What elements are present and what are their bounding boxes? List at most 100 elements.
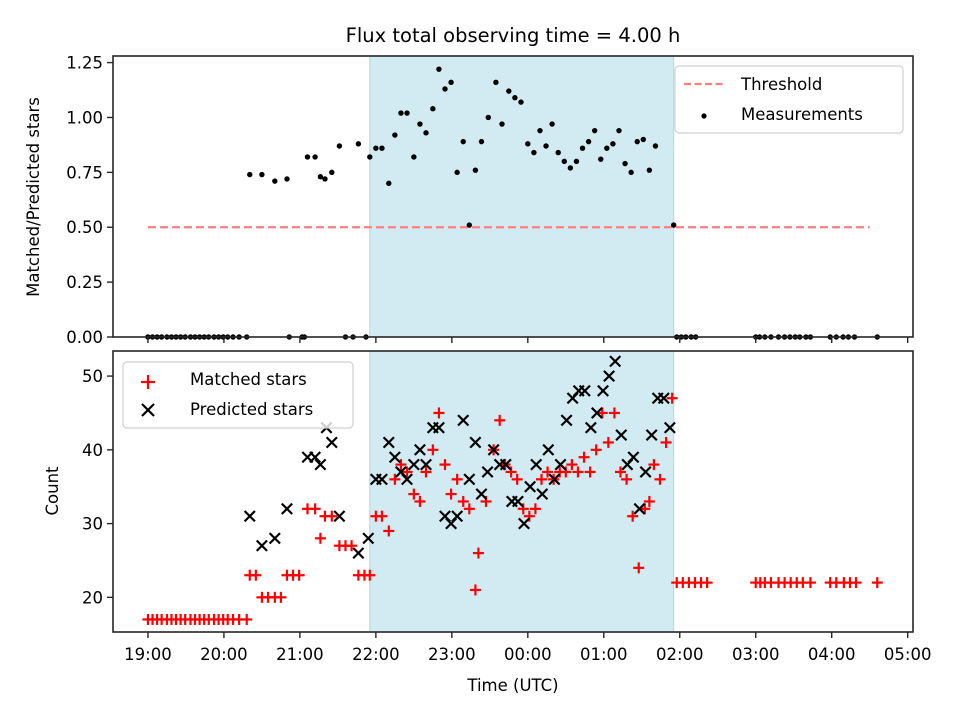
measurement-point	[404, 110, 410, 116]
matched-stars-point	[494, 414, 506, 426]
predicted-stars-point	[560, 414, 573, 427]
measurement-point	[652, 143, 659, 149]
predicted-stars-point	[554, 458, 567, 471]
matched-stars-point	[584, 466, 596, 478]
x-tick-label: 00:00	[504, 645, 552, 664]
predicted-stars-point	[243, 510, 256, 523]
matched-stars-point	[621, 473, 633, 485]
predicted-stars-point	[578, 384, 591, 397]
measurement-point	[423, 130, 429, 136]
measurement-point	[579, 145, 586, 151]
measurement-point	[466, 222, 473, 228]
measurement-point	[398, 110, 404, 116]
matched-stars-point	[701, 577, 713, 589]
bottom-axes: 20 30 40 50 19:00 20:00 21:00 22:00 23:00 00:00 0…	[43, 350, 932, 695]
measurement-point	[442, 86, 448, 92]
matched-stars-point	[804, 577, 816, 589]
y-tick-label: 0.00	[66, 328, 103, 347]
measurement-point	[531, 149, 537, 156]
matched-stars-point	[596, 407, 608, 419]
matched-stars-point	[505, 466, 517, 478]
matched-stars-point	[542, 466, 554, 478]
predicted-stars-point	[463, 473, 476, 486]
predicted-stars-point	[597, 384, 610, 397]
measurement-point	[454, 169, 460, 176]
measurement-point	[640, 136, 646, 143]
matched-stars-point	[602, 436, 614, 448]
x-tick-label: 05:00	[884, 645, 932, 664]
predicted-stars-point	[413, 443, 426, 456]
matched-stars-point	[433, 407, 445, 419]
matched-stars-point	[314, 532, 326, 544]
measurement-point	[598, 156, 604, 162]
measurement-point	[610, 141, 616, 147]
measurement-point	[512, 95, 518, 101]
matched-stars-point	[572, 466, 584, 478]
matched-stars-point	[643, 495, 655, 507]
measurement-point	[622, 160, 628, 167]
matched-stars-point	[439, 459, 451, 471]
predicted-stars-point	[657, 392, 670, 405]
predicted-stars-point	[325, 436, 338, 449]
measurement-point	[543, 143, 549, 149]
predicted-stars-point	[469, 436, 482, 449]
x-axis-label: Time (UTC)	[466, 676, 558, 695]
measurement-point	[518, 99, 524, 105]
measurement-point	[634, 138, 640, 145]
x-tick-label: 02:00	[656, 645, 704, 664]
predicted-stars-point	[530, 458, 543, 471]
measurement-point	[591, 127, 598, 134]
predicted-stars-point	[314, 458, 327, 471]
matched-stars-point	[627, 510, 639, 522]
measurement-point	[259, 171, 265, 178]
measurement-point	[355, 141, 362, 147]
matched-stars-point	[566, 459, 578, 471]
top-x-ticks	[147, 337, 909, 343]
matched-stars-point	[408, 488, 420, 500]
predicted-stars-point	[481, 465, 494, 478]
bottom-legend: Matched stars Predicted stars	[122, 361, 354, 429]
measurement-point	[472, 167, 479, 173]
matched-stars-point	[463, 503, 475, 515]
measurement-point	[537, 127, 543, 134]
observing-window-shade-bottom	[369, 350, 675, 633]
predicted-stars-point	[603, 370, 616, 383]
predicted-stars-point	[663, 421, 676, 434]
y-tick-label: 40	[82, 441, 103, 460]
matched-stars-point	[326, 510, 338, 522]
measurement-point	[549, 121, 555, 127]
measurement-point	[379, 145, 385, 151]
predicted-stars-point	[457, 414, 470, 427]
predicted-stars-point	[615, 429, 628, 442]
matched-stars-point	[469, 584, 481, 596]
measurement-point	[386, 180, 392, 187]
matched-stars-point	[309, 503, 321, 515]
predicted-stars-point	[627, 451, 640, 464]
matched-stars-point	[293, 569, 305, 581]
predicted-stars-point	[388, 451, 401, 464]
matched-stars-point	[660, 436, 672, 448]
measurement-point	[417, 121, 423, 127]
measurement-point	[573, 158, 580, 165]
predicted-stars-point	[524, 480, 537, 493]
x-tick-label: 22:00	[352, 645, 400, 664]
matched-stars-point	[517, 503, 529, 515]
measurement-point	[373, 145, 379, 151]
measurement-point	[478, 138, 485, 145]
predicted-stars-point	[309, 451, 322, 464]
predicted-stars-point	[499, 458, 512, 471]
predicted-stars-point	[639, 465, 652, 478]
matched-stars-point	[401, 466, 413, 478]
predicted-stars-point	[268, 532, 281, 545]
measurement-point	[646, 167, 653, 173]
top-y-ticks: 0.00 0.25 0.50 0.75 1.00 1.25	[66, 54, 113, 347]
predicted-stars-point	[511, 495, 524, 508]
predicted-stars-point	[542, 443, 555, 456]
measurement-point	[312, 154, 318, 160]
threshold-legend-label: Threshold	[740, 75, 822, 94]
measurement-point	[284, 176, 290, 182]
measurement-point	[272, 178, 278, 184]
predicted-stars-point	[645, 429, 658, 442]
measurement-point	[525, 141, 531, 147]
